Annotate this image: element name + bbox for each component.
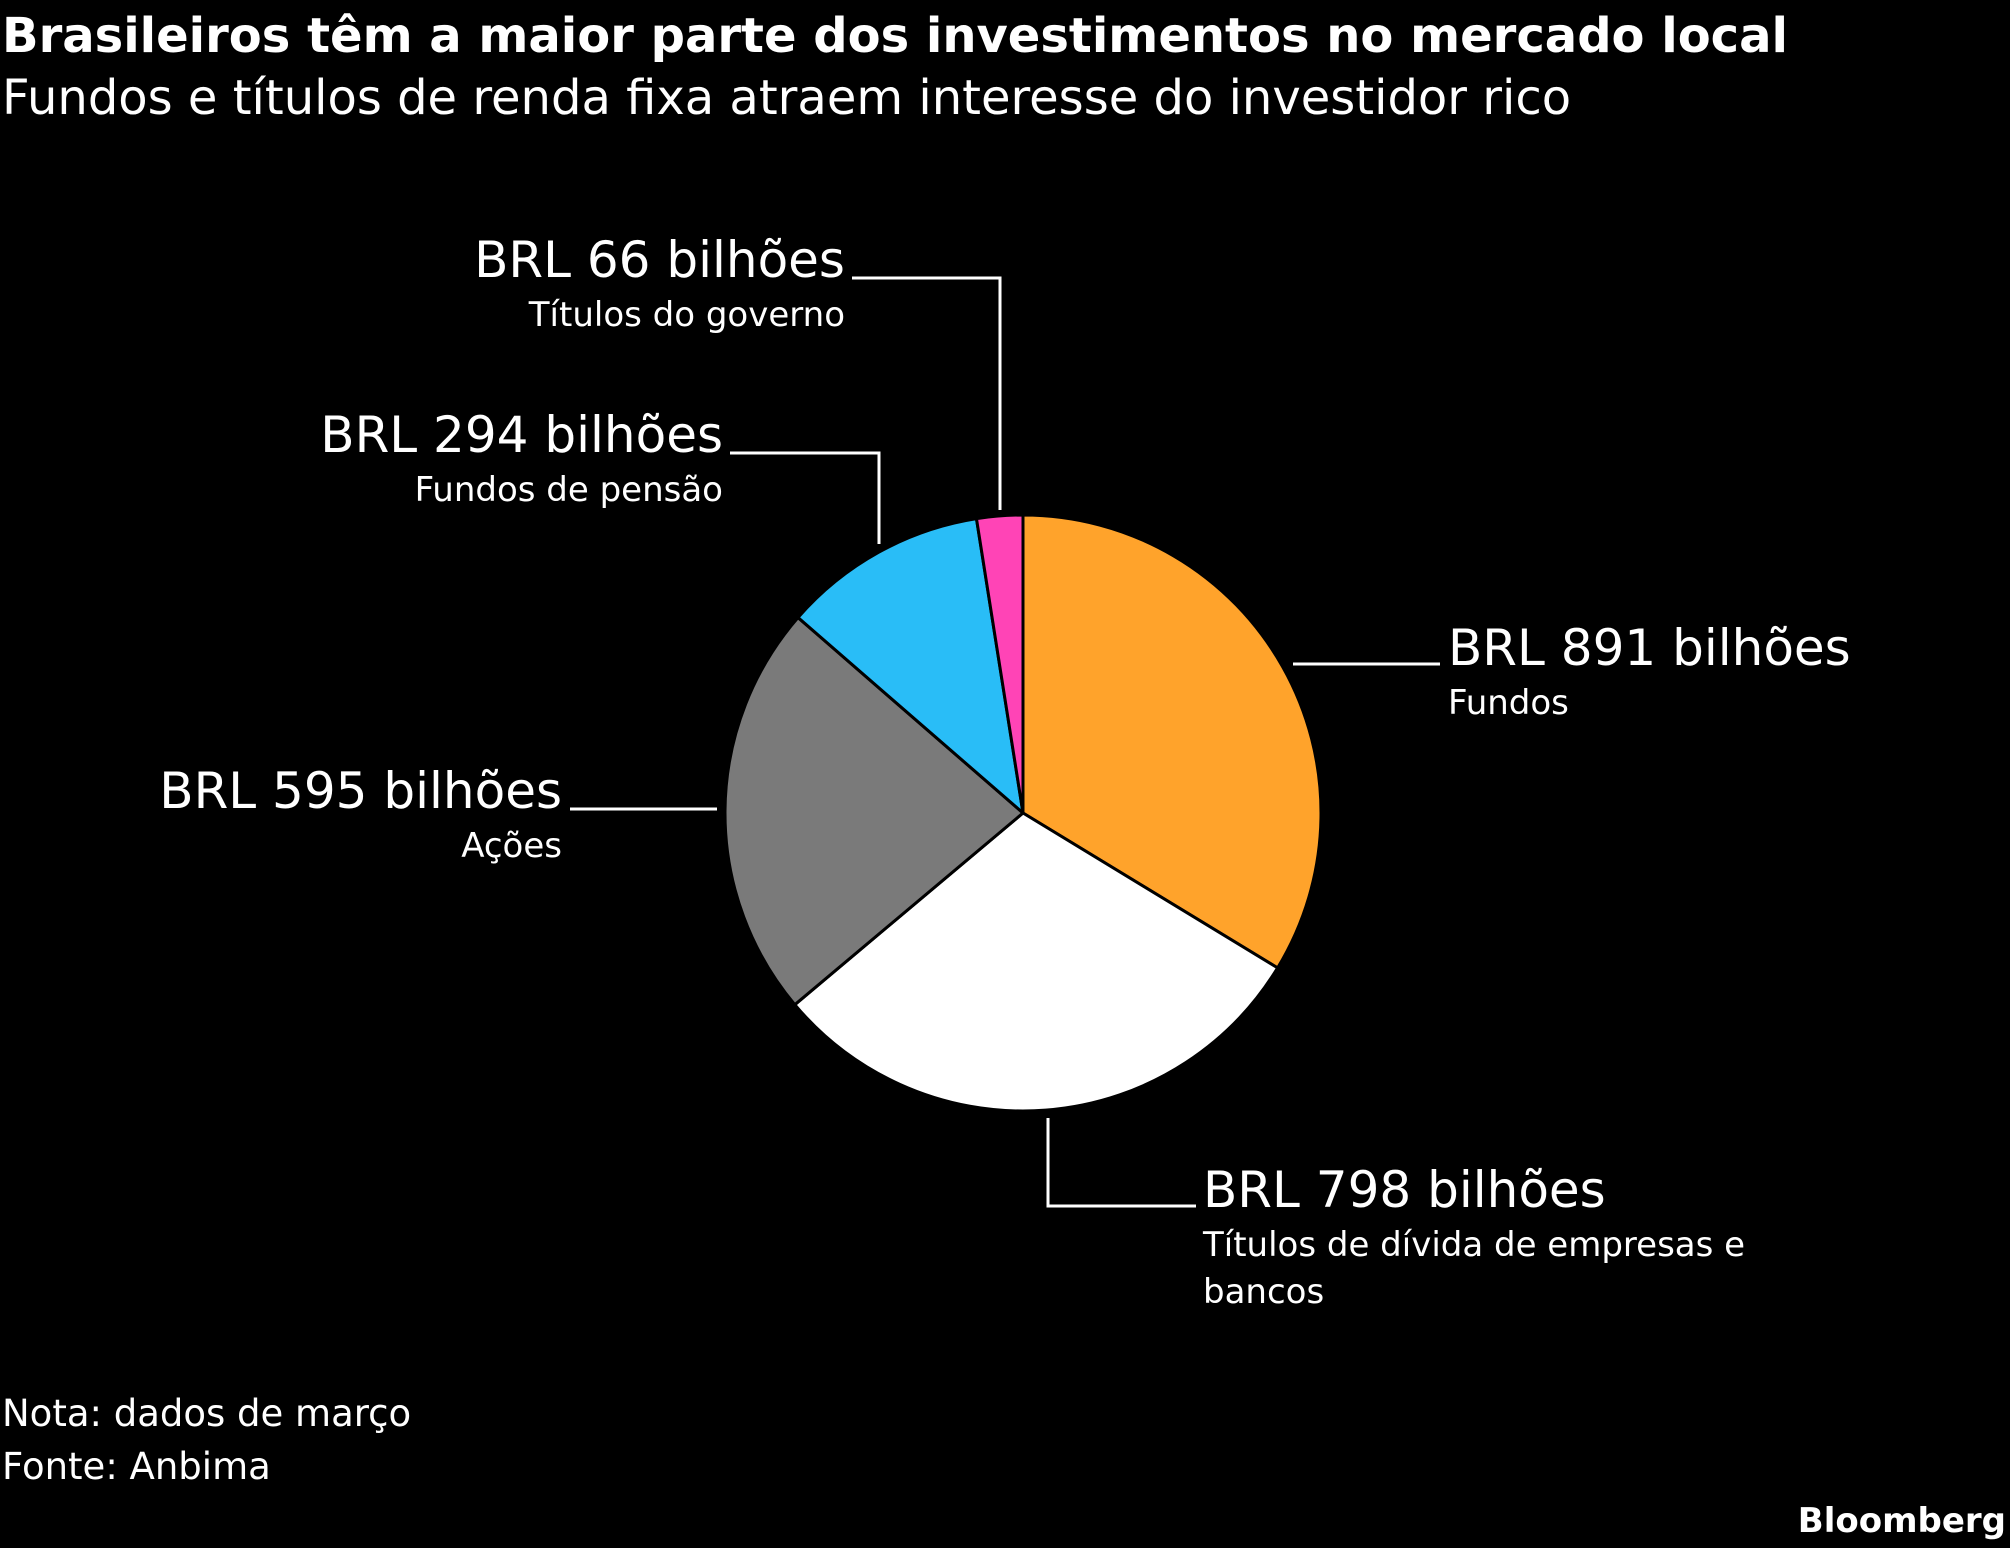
value-label-fundos: BRL 891 bilhões — [1448, 619, 1851, 677]
pie-slice-fundos — [1021, 513, 1323, 970]
category-label-fundos: Fundos — [1448, 683, 1569, 723]
leader-line-titulos-do-governo — [852, 276, 1002, 510]
pie-slice-fundos-de-pensao — [796, 517, 1025, 815]
pie-slice-titulos-de-divida-de-empresas-e-bancos — [793, 811, 1280, 1113]
footnote: Nota: dados de março — [2, 1392, 412, 1435]
source-note: Fonte: Anbima — [2, 1445, 271, 1488]
slice-labels: BRL 891 bilhões Fundos BRL 798 bilhões Títu… — [159, 231, 1850, 1312]
category-label-acoes: Ações — [461, 826, 562, 866]
label-leader-lines — [570, 276, 1440, 1208]
value-label-acoes: BRL 595 bilhões — [159, 762, 562, 820]
pie-slices — [723, 513, 1323, 1113]
pie-slice-titulos-do-governo — [974, 513, 1025, 815]
pie-slice-acoes — [723, 616, 1025, 1007]
category-label-fundos-de-pensao: Fundos de pensão — [415, 470, 723, 510]
category-label-titulos-de-divida-de-empresas-e-bancos: Títulos de dívida de empresas e bancos — [1202, 1225, 1745, 1312]
value-label-titulos-do-governo: BRL 66 bilhões — [474, 231, 845, 289]
leader-line-titulos-de-divida-de-empresas-e-bancos — [1046, 1118, 1196, 1208]
value-label-fundos-de-pensao: BRL 294 bilhões — [320, 406, 723, 464]
bloomberg-logo: Bloomberg — [1797, 1501, 2006, 1541]
value-label-titulos-de-divida-de-empresas-e-bancos: BRL 798 bilhões — [1203, 1161, 1606, 1219]
leader-line-fundos-de-pensao — [730, 451, 881, 544]
category-label-titulos-do-governo: Títulos do governo — [528, 295, 845, 335]
chart-title: Brasileiros têm a maior parte dos invest… — [2, 8, 1788, 64]
chart-subtitle: Fundos e títulos de renda fixa atraem in… — [2, 70, 1572, 126]
